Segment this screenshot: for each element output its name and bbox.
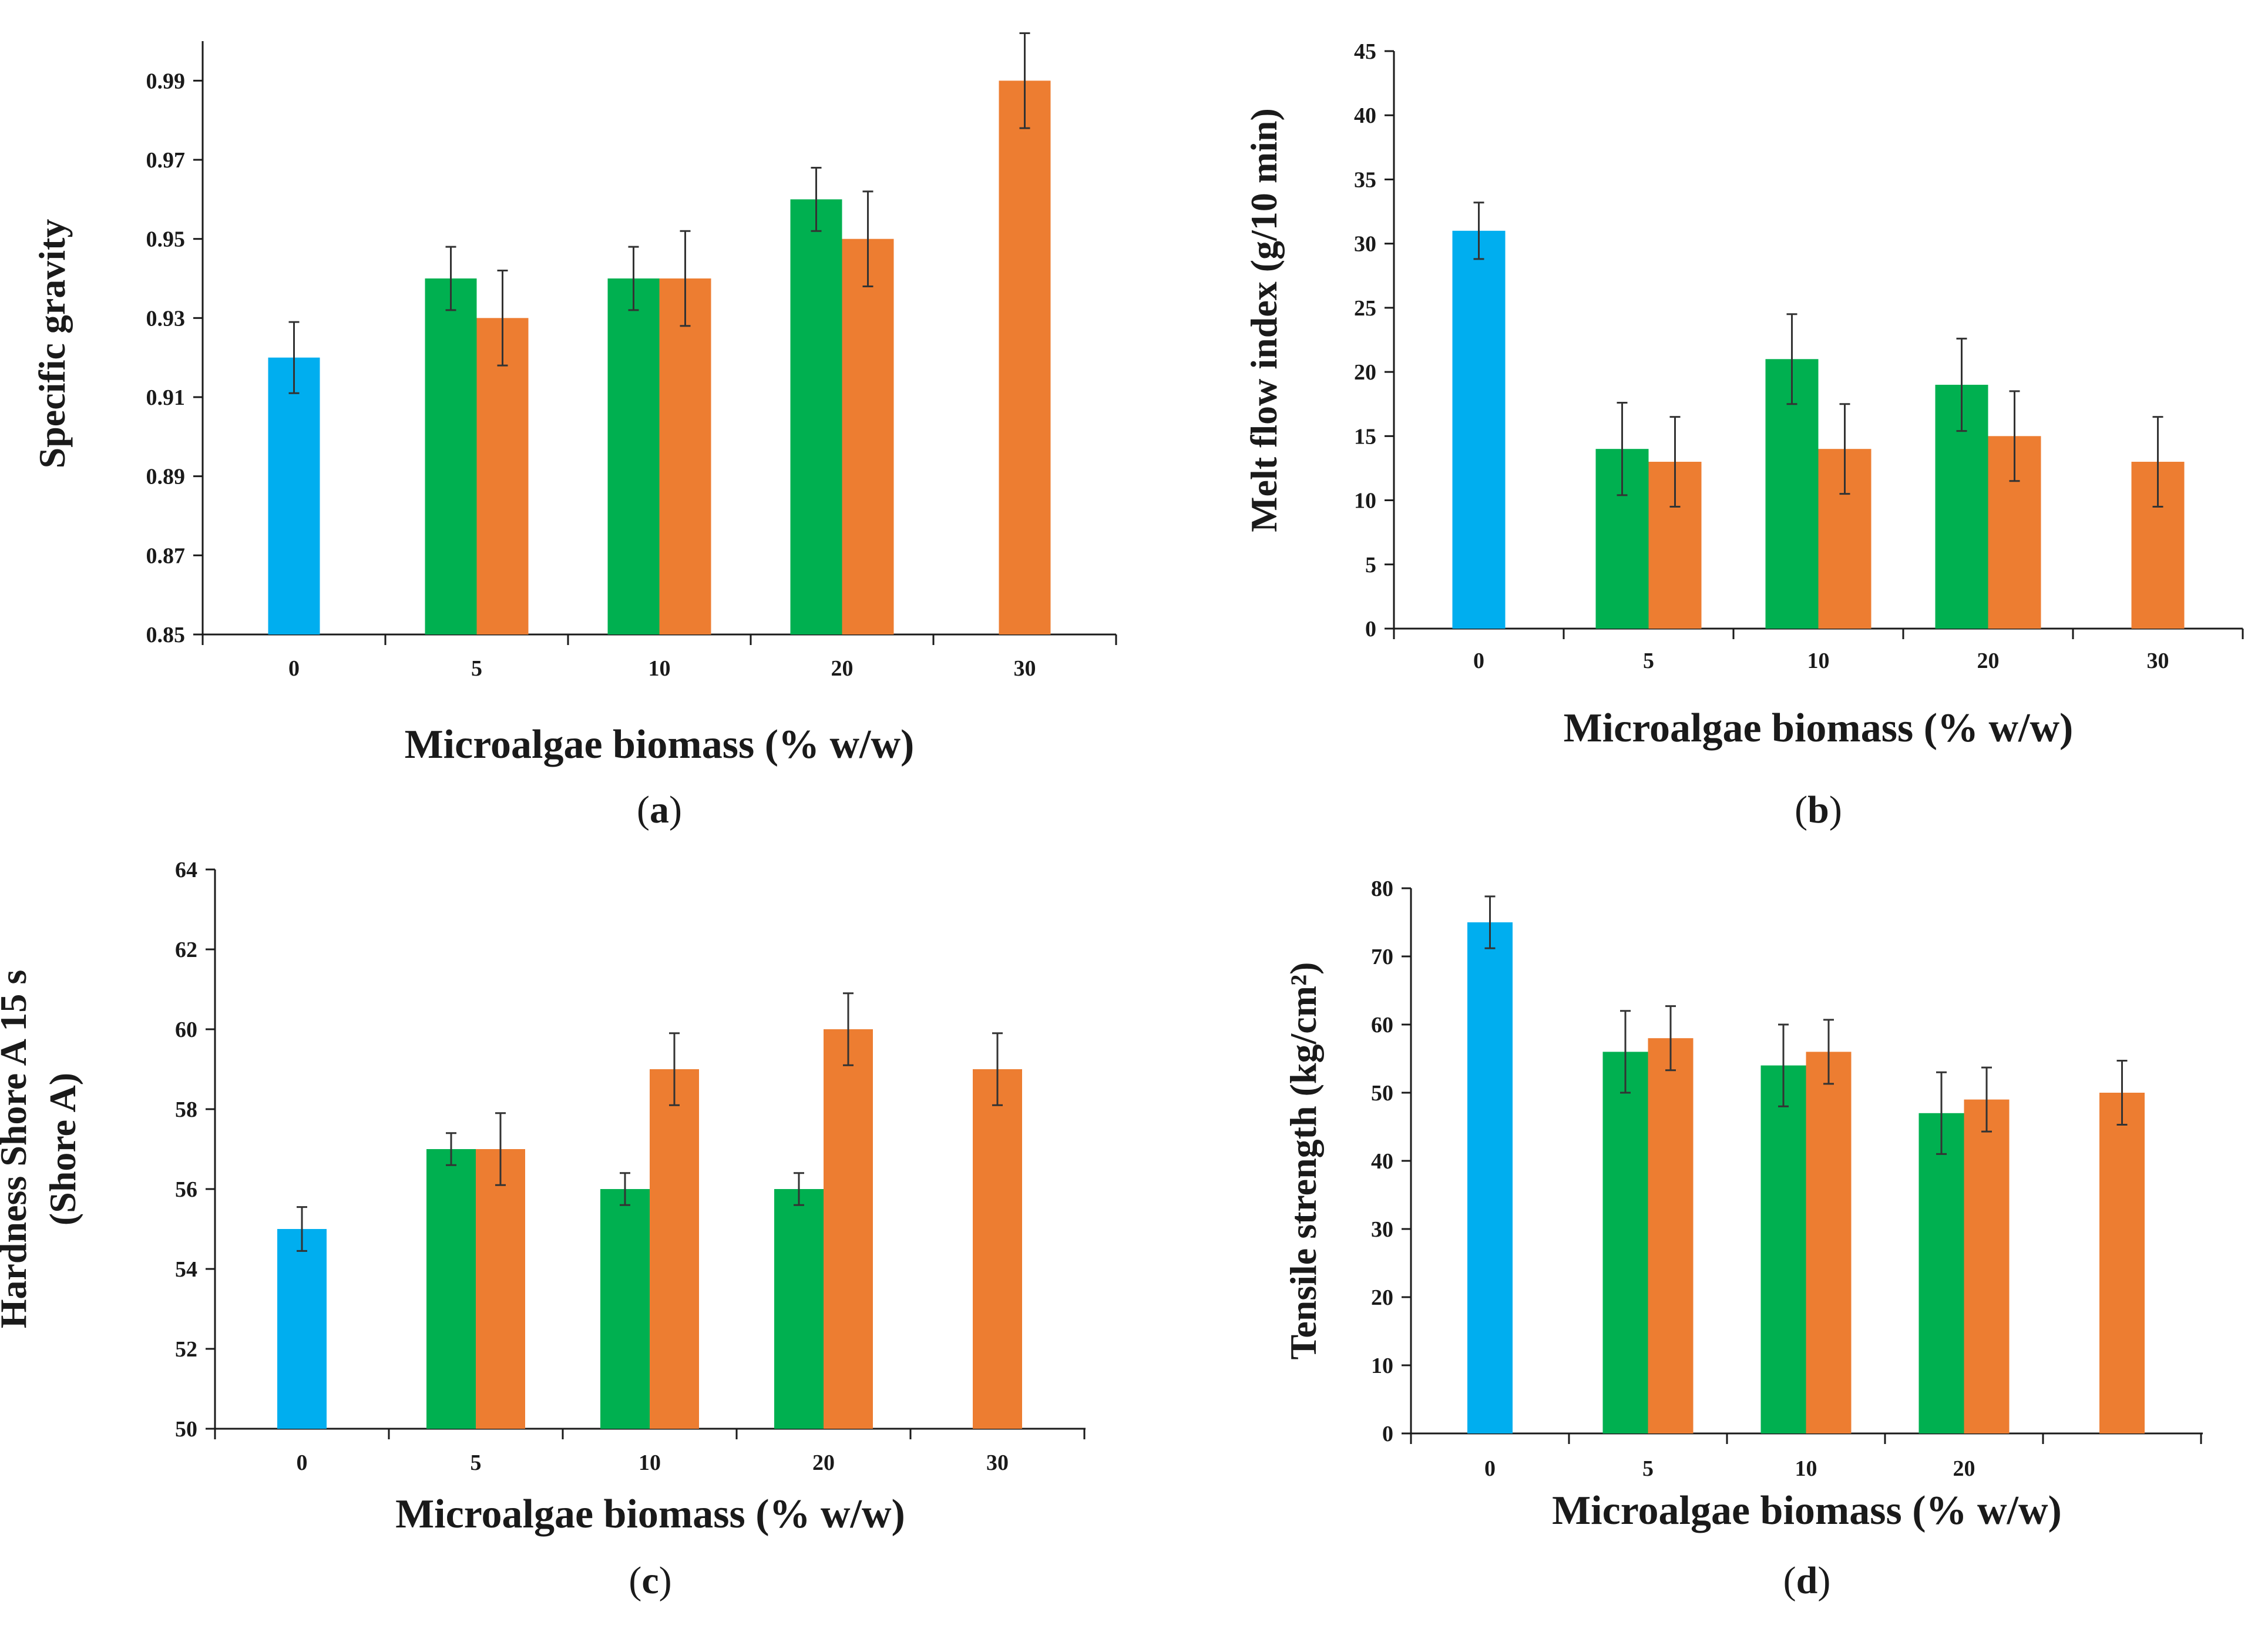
x-tick-label: 0 bbox=[1473, 649, 1484, 673]
chart-panel-b: 0 5 10 15 20 25 30 35 40 45 0 5 10 20 30 Microalgae bio… bbox=[1243, 39, 2244, 831]
bar-series2-cat-20 bbox=[824, 1029, 873, 1429]
bar-series2-cat-5 bbox=[476, 318, 529, 634]
bar-series2-cat-5 bbox=[476, 1149, 525, 1429]
x-tick-label: 0 bbox=[297, 1450, 308, 1475]
panel-label: (d) bbox=[1783, 1559, 1831, 1602]
y-axis-title: Melt flow index (g/10 min) bbox=[1243, 108, 1285, 532]
x-axis-title: Microalgae biomass (% w/w) bbox=[405, 722, 915, 767]
y-tick-label: 0.99 bbox=[146, 69, 186, 93]
y-tick-label: 0.91 bbox=[146, 385, 186, 410]
y-tick-label: 0 bbox=[1365, 617, 1376, 642]
x-tick-label: 5 bbox=[471, 1450, 482, 1475]
x-tick-label: 5 bbox=[471, 656, 482, 681]
y-tick-label: 0.97 bbox=[146, 148, 186, 173]
y-tick-label: 62 bbox=[175, 938, 197, 962]
chart-panel-a: 0.85 0.87 0.89 0.91 0.93 0.95 0.97 0.99 0 5 10 20 30… bbox=[31, 32, 1117, 831]
bar-series2-cat-20 bbox=[1964, 1099, 2010, 1433]
y-tick-label: 15 bbox=[1354, 424, 1376, 449]
panel-label: (b) bbox=[1795, 788, 1842, 831]
y-tick-label: 52 bbox=[175, 1337, 197, 1362]
x-tick-label: 30 bbox=[2147, 649, 2169, 673]
y-axis-title: (Shore A) bbox=[42, 1073, 83, 1225]
y-tick-label: 60 bbox=[1371, 1013, 1393, 1037]
bar-series1-cat-20 bbox=[790, 199, 842, 634]
bar-series2-cat-10 bbox=[650, 1069, 699, 1429]
bar-series1-cat-10 bbox=[607, 278, 660, 634]
x-tick-label: 5 bbox=[1642, 1456, 1654, 1481]
bar-series2-cat-5 bbox=[1648, 1038, 1694, 1433]
y-tick-label: 10 bbox=[1371, 1354, 1393, 1378]
y-axis-title: Tensile strength (kg/cm²) bbox=[1282, 962, 1324, 1360]
bar-series1-cat-5 bbox=[426, 1149, 476, 1429]
y-tick-label: 30 bbox=[1371, 1217, 1393, 1242]
y-tick-label: 30 bbox=[1354, 232, 1376, 257]
y-tick-label: 0.89 bbox=[146, 465, 186, 489]
chart-panel-d: 0 10 20 30 40 50 60 70 80 0 5 10 20 Microalgae biomas… bbox=[1282, 877, 2203, 1602]
y-tick-label: 54 bbox=[175, 1257, 197, 1282]
x-tick-label: 20 bbox=[831, 656, 854, 681]
y-tick-label: 40 bbox=[1371, 1149, 1393, 1174]
bar-series1-cat-10 bbox=[1760, 1065, 1806, 1433]
x-axis-title: Microalgae biomass (% w/w) bbox=[1552, 1488, 2062, 1533]
y-tick-label: 45 bbox=[1354, 39, 1376, 64]
y-tick-label: 60 bbox=[175, 1018, 197, 1042]
bar-series2-cat-30 bbox=[999, 80, 1051, 635]
bar-series2-cat-10 bbox=[1806, 1052, 1852, 1433]
x-tick-label: 20 bbox=[812, 1450, 835, 1475]
y-axis-title: Hardness Shore A 15 s bbox=[0, 970, 34, 1329]
panel-label: (a) bbox=[637, 788, 682, 831]
x-tick-label: 30 bbox=[986, 1450, 1009, 1475]
y-tick-label: 0.87 bbox=[146, 543, 186, 568]
y-tick-label: 56 bbox=[175, 1177, 197, 1202]
x-tick-label: 0 bbox=[1484, 1456, 1496, 1481]
y-tick-label: 5 bbox=[1365, 553, 1376, 577]
bar-series0-cat-0 bbox=[1452, 230, 1506, 629]
bar-series2-cat-20 bbox=[842, 239, 894, 635]
y-tick-label: 50 bbox=[175, 1417, 197, 1442]
x-axis-title: Microalgae biomass (% w/w) bbox=[395, 1492, 905, 1537]
y-tick-label: 64 bbox=[175, 858, 197, 882]
y-tick-label: 70 bbox=[1371, 945, 1393, 969]
bar-series2-cat-30 bbox=[973, 1069, 1022, 1429]
y-tick-label: 10 bbox=[1354, 489, 1376, 513]
x-tick-label: 10 bbox=[649, 656, 671, 681]
chart-panel-c: 50 52 54 56 58 60 62 64 0 5 10 20 30 Microalgae bioma… bbox=[0, 858, 1086, 1602]
bar-series1-cat-5 bbox=[425, 278, 477, 634]
x-tick-label: 20 bbox=[1977, 649, 2000, 673]
x-tick-label: 30 bbox=[1014, 656, 1036, 681]
x-tick-label: 10 bbox=[1807, 649, 1830, 673]
bar-series1-cat-20 bbox=[774, 1189, 824, 1429]
bar-series0-cat-0 bbox=[277, 1229, 327, 1429]
y-tick-label: 0 bbox=[1382, 1422, 1393, 1446]
x-axis-title: Microalgae biomass (% w/w) bbox=[1564, 706, 2074, 751]
bar-series2-cat-10 bbox=[659, 278, 711, 634]
bar-series2-cat-4 bbox=[2099, 1093, 2145, 1433]
y-tick-label: 0.85 bbox=[146, 623, 186, 647]
x-tick-label: 5 bbox=[1643, 649, 1654, 673]
bar-series0-cat-0 bbox=[268, 357, 320, 634]
y-tick-label: 35 bbox=[1354, 167, 1376, 192]
bar-series1-cat-5 bbox=[1602, 1052, 1648, 1433]
x-tick-label: 10 bbox=[639, 1450, 661, 1475]
x-tick-label: 20 bbox=[1953, 1456, 1975, 1481]
y-tick-label: 0.93 bbox=[146, 306, 186, 331]
y-tick-label: 58 bbox=[175, 1097, 197, 1122]
y-tick-label: 80 bbox=[1371, 877, 1393, 901]
y-tick-label: 25 bbox=[1354, 296, 1376, 321]
bar-series1-cat-20 bbox=[1918, 1113, 1964, 1433]
x-tick-label: 0 bbox=[288, 656, 300, 681]
y-tick-label: 40 bbox=[1354, 103, 1376, 128]
bar-series1-cat-10 bbox=[600, 1189, 650, 1429]
x-tick-label: 10 bbox=[1795, 1456, 1817, 1481]
panel-label: (c) bbox=[629, 1559, 671, 1602]
y-axis-title: Specific gravity bbox=[31, 219, 73, 469]
y-tick-label: 0.95 bbox=[146, 227, 186, 252]
y-tick-label: 50 bbox=[1371, 1081, 1393, 1106]
y-tick-label: 20 bbox=[1371, 1285, 1393, 1310]
y-tick-label: 20 bbox=[1354, 360, 1376, 385]
bar-series0-cat-0 bbox=[1467, 922, 1513, 1433]
